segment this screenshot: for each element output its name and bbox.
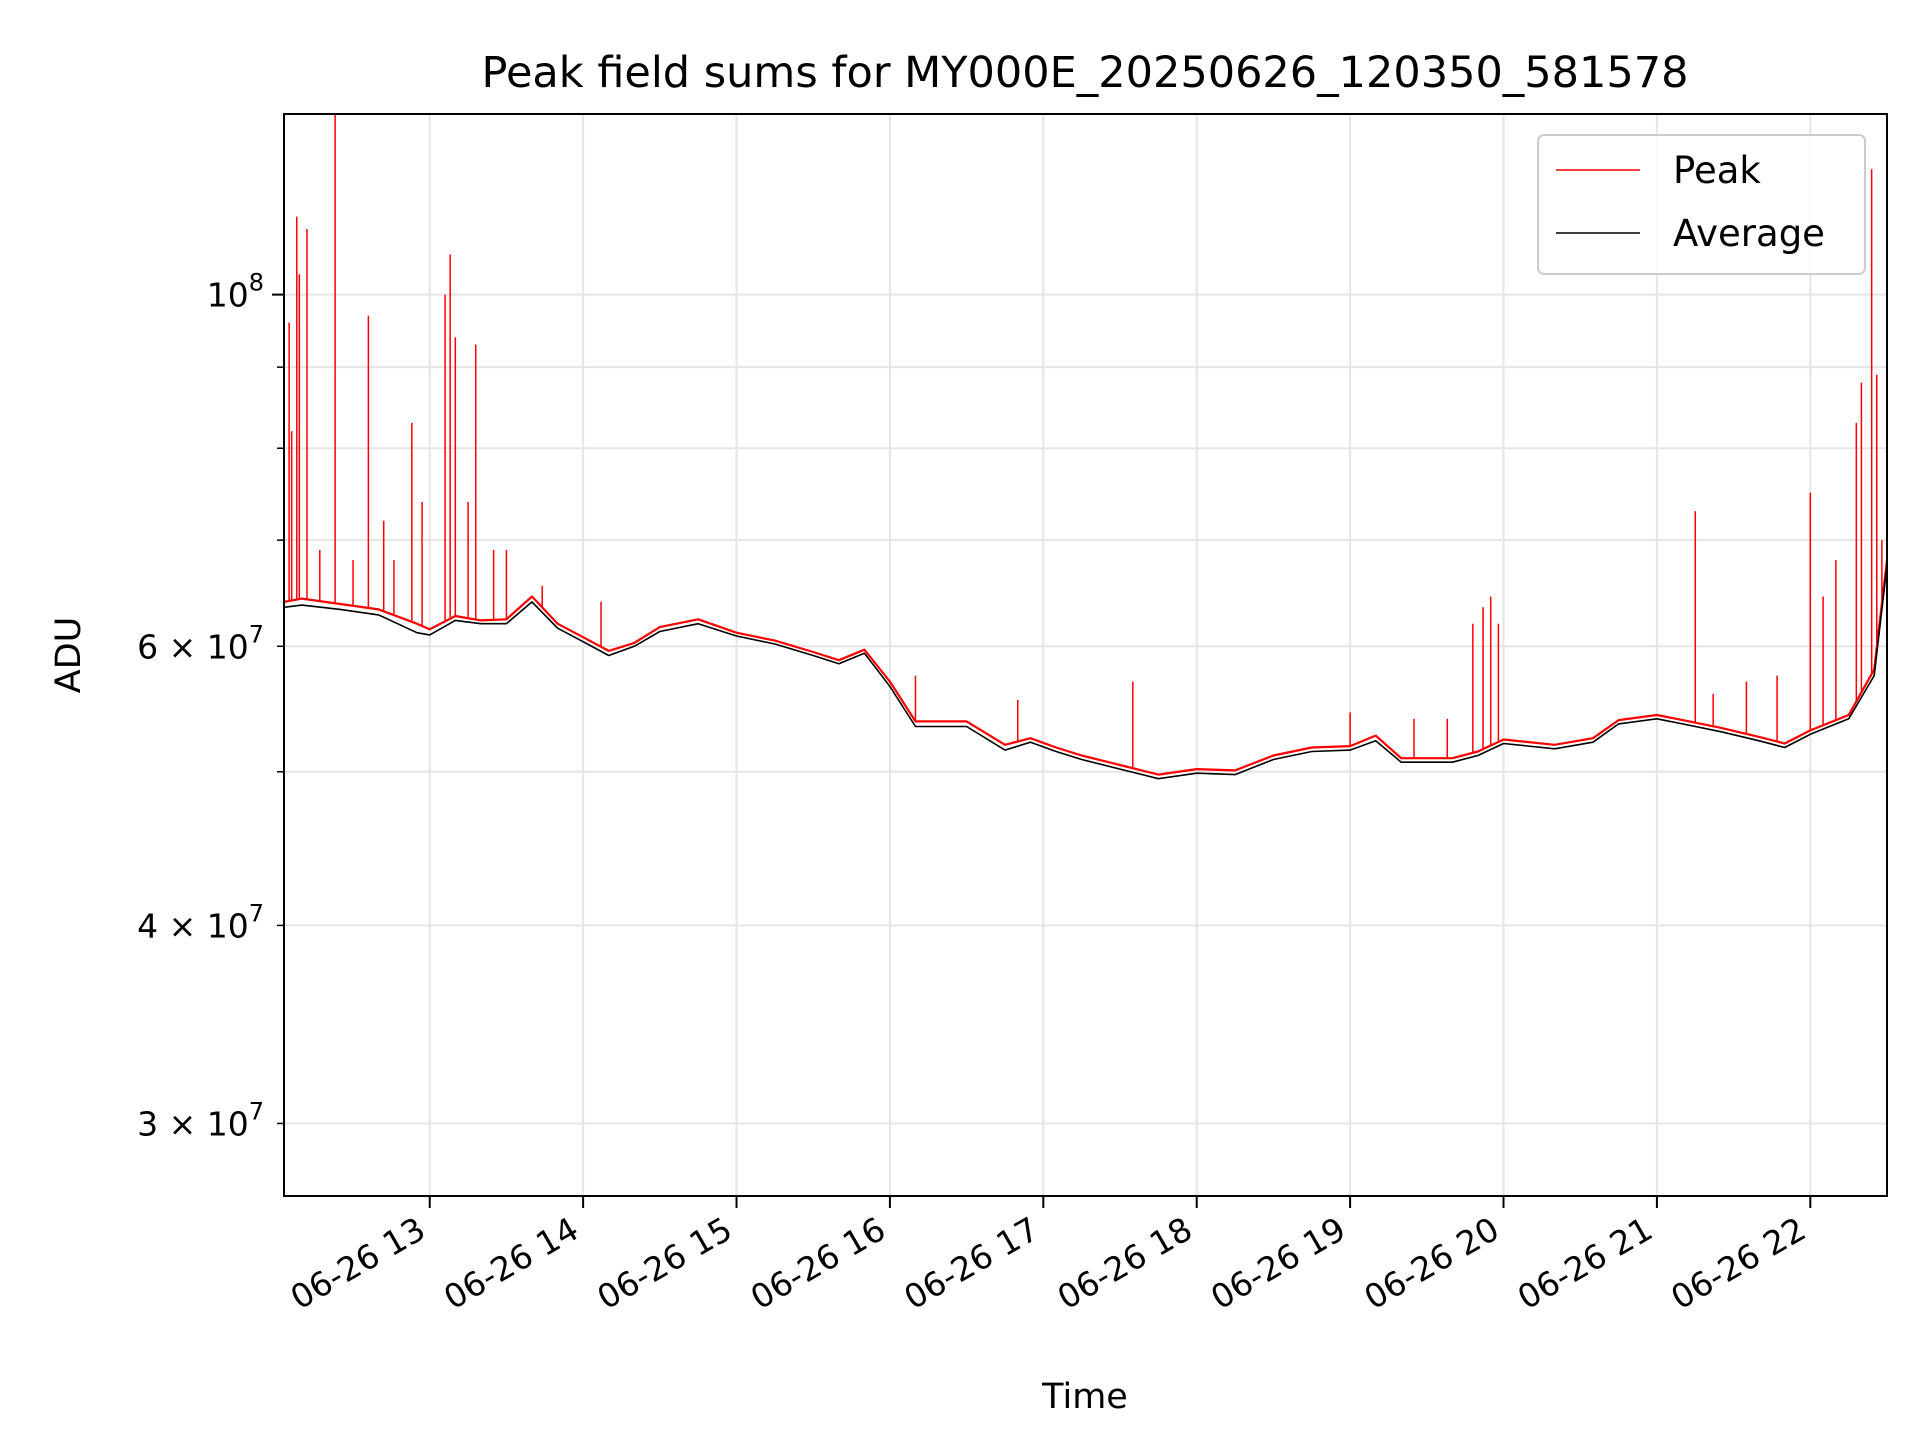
series-average	[284, 565, 1887, 780]
y-tick-label: 108	[207, 269, 264, 315]
y-axis-label: ADU	[49, 617, 89, 694]
chart-title: Peak field sums for MY000E_20250626_1203…	[482, 48, 1689, 98]
series-line-average	[284, 565, 1887, 780]
legend-label-average: Average	[1673, 212, 1825, 255]
series-layer	[284, 114, 1887, 780]
series-line-peak	[284, 559, 1887, 776]
plot-frame	[283, 113, 1888, 1197]
y-axis: 108 3 × 107 4 × 107 6 × 107	[137, 269, 284, 1143]
legend: Peak Average	[1537, 134, 1866, 275]
y-tick-label: 6 × 107	[137, 620, 264, 666]
y-tick-label: 3 × 107	[137, 1097, 264, 1143]
legend-label-peak: Peak	[1673, 149, 1761, 192]
y-tick-label: 4 × 107	[137, 899, 264, 945]
series-peak	[284, 114, 1887, 776]
x-axis-label: Time	[1041, 1377, 1128, 1417]
plot-area	[284, 114, 1887, 1196]
